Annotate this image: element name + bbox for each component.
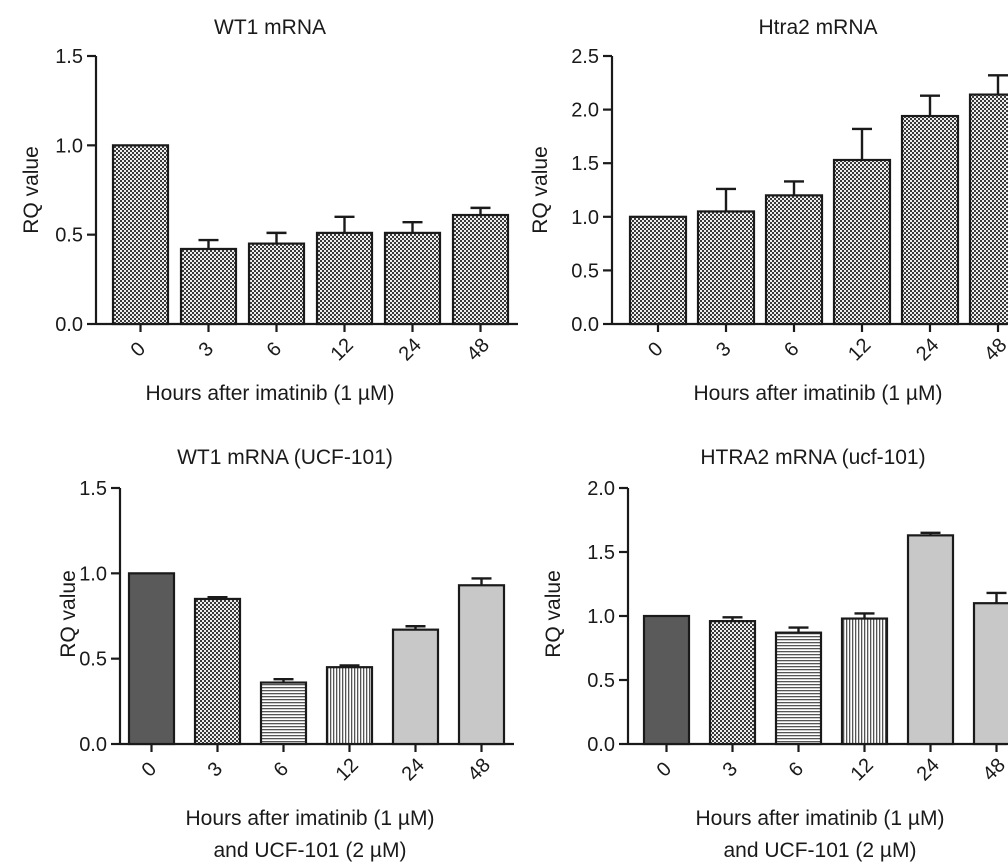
y-tick-label: 1.0 (55, 135, 83, 157)
x-axis-label: Hours after imatinib (1 µM) (696, 807, 945, 830)
bar-24h (906, 534, 955, 746)
y-tick-label: 1.5 (79, 478, 107, 500)
bar-6h (247, 242, 306, 326)
bar-24h (391, 628, 440, 746)
bar-24h (900, 114, 960, 326)
x-tick-label: 0 (138, 758, 161, 781)
x-axis-label: Hours after imatinib (1 µM) (186, 807, 435, 830)
y-axis-label: RQ value (57, 570, 80, 658)
bar-0h (642, 614, 691, 746)
x-tick-label: 0 (644, 338, 667, 361)
x-tick-label: 48 (980, 334, 1008, 365)
chart-panel-1: WT1 mRNA RQ value 0.0 0.5 1.0 1.5 0 3 6 12 24 48 Hou… (20, 16, 518, 405)
x-tick-label: 48 (463, 334, 494, 365)
x-tick-label: 24 (912, 334, 943, 365)
x-tick-label: 24 (395, 334, 426, 365)
x-tick-label: 12 (847, 754, 878, 785)
x-tick-label: 24 (913, 754, 944, 785)
bar-3h (708, 620, 757, 746)
bar-0h (127, 572, 176, 746)
bar-3h (696, 210, 756, 326)
bar-6h (764, 194, 824, 326)
x-tick-label: 0 (653, 758, 676, 781)
bar-3h (179, 247, 238, 326)
bar-48h (968, 93, 1008, 326)
x-tick-label: 48 (979, 754, 1008, 785)
x-tick-label: 48 (464, 754, 495, 785)
x-tick-label: 6 (785, 758, 808, 781)
y-tick-label: 0.5 (571, 260, 599, 282)
y-tick-label: 1.0 (571, 207, 599, 229)
x-axis-label: Hours after imatinib (1 µM) (694, 382, 943, 405)
bar-12h (840, 617, 889, 746)
y-tick-label: 0.0 (79, 734, 107, 756)
x-tick-label: 12 (327, 334, 358, 365)
y-tick-label: 0.0 (55, 314, 83, 336)
x-tick-label: 24 (398, 754, 429, 785)
x-tick-label: 3 (719, 758, 742, 781)
bar-24h (383, 231, 442, 326)
bar-48h (972, 602, 1008, 746)
y-tick-label: 1.0 (587, 606, 615, 628)
x-axis-label: and UCF-101 (2 µM) (214, 839, 407, 862)
y-axis-label: RQ value (20, 146, 43, 234)
chart-panel-3: WT1 mRNA (UCF-101) RQ value 0.0 0.5 1.0 1.5 0 3… (57, 446, 514, 862)
y-axis-label: RQ value (542, 570, 565, 658)
chart-title: Htra2 mRNA (758, 16, 877, 39)
y-tick-label: 2.0 (571, 100, 599, 122)
bar-48h (457, 584, 506, 746)
x-axis-label: and UCF-101 (2 µM) (724, 839, 917, 862)
bar-0h (628, 215, 688, 326)
y-tick-label: 2.5 (571, 46, 599, 68)
bar-12h (315, 231, 374, 326)
chart-panel-2: Htra2 mRNA RQ value 0.0 0.5 1.0 1.5 2.0 2.5 0 3 6 1… (529, 16, 1008, 405)
y-tick-label: 1.0 (79, 563, 107, 585)
x-tick-label: 6 (263, 338, 286, 361)
x-tick-label: 3 (712, 338, 735, 361)
bar-12h (832, 158, 892, 326)
chart-title: WT1 mRNA (UCF-101) (177, 446, 393, 469)
x-tick-label: 3 (195, 338, 218, 361)
x-tick-label: 3 (204, 758, 227, 781)
bar-3h (193, 597, 242, 746)
x-tick-label: 6 (780, 338, 803, 361)
y-tick-label: 0.0 (587, 734, 615, 756)
chart-title: WT1 mRNA (214, 16, 326, 39)
bar-6h (774, 631, 823, 746)
bar-48h (451, 213, 510, 326)
chart-title: HTRA2 mRNA (ucf-101) (700, 446, 925, 469)
chart-panel-4: HTRA2 mRNA (ucf-101) RQ value 0.0 0.5 1.0 1.5… (542, 446, 1008, 862)
x-tick-label: 0 (127, 338, 150, 361)
y-axis-label: RQ value (529, 146, 552, 234)
bar-0h (111, 144, 170, 326)
y-tick-label: 0.5 (587, 670, 615, 692)
x-tick-label: 12 (332, 754, 363, 785)
bar-12h (325, 666, 374, 746)
x-tick-label: 6 (270, 758, 293, 781)
y-tick-label: 0.0 (571, 314, 599, 336)
x-tick-label: 12 (844, 334, 875, 365)
y-tick-label: 1.5 (55, 46, 83, 68)
bar-6h (259, 681, 308, 746)
x-axis-label: Hours after imatinib (1 µM) (146, 382, 395, 405)
y-tick-label: 1.5 (587, 542, 615, 564)
y-tick-label: 1.5 (571, 153, 599, 175)
y-tick-label: 2.0 (587, 478, 615, 500)
y-tick-label: 0.5 (55, 225, 83, 247)
y-tick-label: 0.5 (79, 649, 107, 671)
